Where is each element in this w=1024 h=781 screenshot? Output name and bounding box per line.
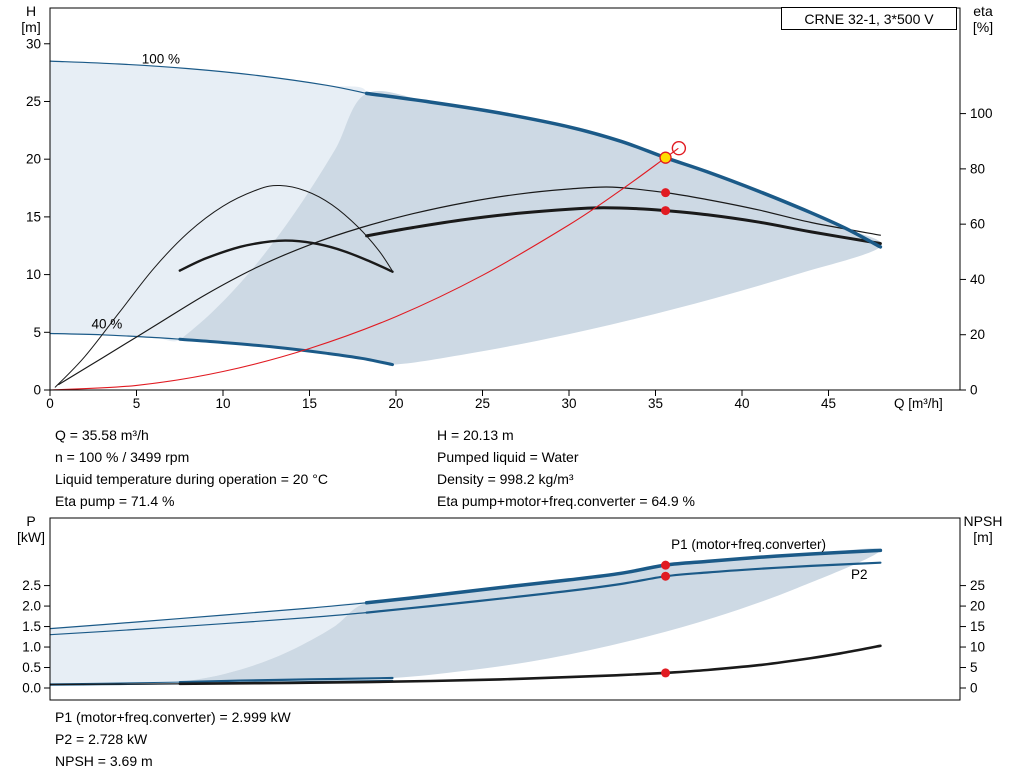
duty-density: Density = 998.2 kg/m³ — [437, 471, 574, 487]
svg-text:40: 40 — [734, 396, 749, 411]
operating-envelope — [179, 90, 882, 365]
control-curve — [49, 148, 679, 391]
p2-bold — [365, 561, 882, 614]
pump-curve-40-thin — [49, 332, 181, 340]
right-axis-title: NPSH — [964, 513, 1003, 529]
svg-text:15: 15 — [302, 396, 317, 411]
svg-text:10: 10 — [215, 396, 230, 411]
curve-label: 100 % — [142, 51, 180, 66]
svg-text:100: 100 — [970, 106, 993, 121]
duty-eta-pump: Eta pump = 71.4 % — [55, 493, 175, 509]
power-pale-area — [50, 602, 368, 684]
eta-total-40 — [178, 239, 394, 273]
svg-text:[%]: [%] — [973, 19, 993, 35]
pump-curve-40-bold — [178, 337, 394, 367]
svg-text:[m]: [m] — [973, 529, 992, 545]
svg-text:2.5: 2.5 — [22, 578, 41, 593]
power-info: P1 (motor+freq.converter) = 2.999 kW P2 … — [55, 706, 291, 772]
svg-text:0: 0 — [970, 383, 978, 398]
p1-40-thin — [49, 681, 181, 685]
svg-text:0.0: 0.0 — [22, 681, 41, 696]
duty-point-info: Q = 35.58 m³/h n = 100 % / 3499 rpm Liqu… — [0, 424, 1024, 520]
svg-text:10: 10 — [970, 640, 985, 655]
duty-head: H = 20.13 m — [437, 427, 514, 443]
npsh-bold — [178, 644, 882, 686]
allowed-area-pale — [50, 61, 367, 342]
svg-text:25: 25 — [475, 396, 490, 411]
npsh-value: NPSH = 3.69 m — [55, 753, 153, 769]
x-axis-title: Q [m³/h] — [894, 396, 943, 411]
duty-eta-total: Eta pump+motor+freq.converter = 64.9 % — [437, 493, 695, 509]
svg-text:60: 60 — [970, 217, 985, 232]
svg-text:15: 15 — [26, 209, 41, 224]
left-axis-title: P — [26, 513, 35, 529]
eta-pump-40 — [54, 184, 393, 388]
svg-text:20: 20 — [970, 599, 985, 614]
svg-text:25: 25 — [970, 578, 985, 593]
svg-text:[m]: [m] — [21, 19, 40, 35]
curve-label: P1 (motor+freq.converter) — [671, 537, 826, 552]
p2-point — [661, 571, 671, 581]
control-point-ring — [671, 141, 687, 156]
curve-label: P2 — [851, 567, 868, 582]
duty-point — [659, 151, 672, 164]
svg-text:[kW]: [kW] — [17, 529, 45, 545]
left-axis-title: H — [26, 3, 36, 19]
svg-text:20: 20 — [388, 396, 403, 411]
npsh-point — [661, 668, 671, 678]
svg-text:0: 0 — [970, 681, 978, 696]
duty-info-left: Q = 35.58 m³/h n = 100 % / 3499 rpm Liqu… — [55, 424, 328, 512]
npsh-thin — [49, 683, 181, 686]
pump-curve-100-thin — [49, 60, 368, 94]
svg-text:20: 20 — [970, 327, 985, 342]
eta-total-100 — [365, 206, 882, 245]
p1-thin — [49, 602, 368, 630]
eta-total-point — [661, 206, 671, 216]
plot-frame — [49, 7, 961, 391]
duty-speed: n = 100 % / 3499 rpm — [55, 449, 190, 465]
p1-value: P1 (motor+freq.converter) = 2.999 kW — [55, 709, 291, 725]
svg-text:80: 80 — [970, 161, 985, 176]
svg-text:40: 40 — [970, 272, 985, 287]
svg-text:35: 35 — [648, 396, 663, 411]
duty-info-right: H = 20.13 m Pumped liquid = Water Densit… — [437, 424, 695, 512]
power-npsh-chart: 0.0 0.5 1.0 1.5 2.0 2.5 0 5 10 15 20 25 P[kW] NPSH[m]… — [17, 513, 1003, 701]
eta-pump-point — [661, 188, 671, 198]
duty-pumped-liquid: Pumped liquid = Water — [437, 449, 579, 465]
duty-flow: Q = 35.58 m³/h — [55, 427, 149, 443]
svg-text:10: 10 — [26, 267, 41, 282]
svg-text:20: 20 — [26, 152, 41, 167]
right-axis-title: eta — [973, 3, 993, 19]
svg-text:2.0: 2.0 — [22, 599, 41, 614]
svg-text:5: 5 — [133, 396, 141, 411]
svg-text:0: 0 — [46, 396, 54, 411]
svg-text:45: 45 — [821, 396, 836, 411]
svg-text:0.5: 0.5 — [22, 660, 41, 675]
svg-text:0: 0 — [33, 383, 41, 398]
svg-text:30: 30 — [561, 396, 576, 411]
svg-text:15: 15 — [970, 619, 985, 634]
duty-liquid-temperature: Liquid temperature during operation = 20… — [55, 471, 328, 487]
svg-text:5: 5 — [970, 660, 978, 675]
svg-text:5: 5 — [33, 325, 41, 340]
chart-title-box: CRNE 32-1, 3*500 V — [781, 7, 957, 30]
svg-text:30: 30 — [26, 36, 41, 51]
hq-eta-chart: 0 5 10 15 20 25 30 0 20 40 60 80 100 0 5 10 15 20 25 30 35 40… — [21, 3, 993, 411]
power-envelope — [179, 548, 881, 683]
p1-40-bold — [178, 676, 394, 684]
p2-value: P2 = 2.728 kW — [55, 731, 148, 747]
svg-text:1.0: 1.0 — [22, 640, 41, 655]
p2-thin — [49, 612, 368, 636]
curve-label: 40 % — [92, 316, 123, 331]
p1-point — [661, 560, 671, 570]
svg-text:25: 25 — [26, 94, 41, 109]
eta-pump-100 — [58, 186, 881, 386]
plot-frame — [49, 517, 961, 701]
svg-text:1.5: 1.5 — [22, 619, 41, 634]
p1-bold — [364, 548, 883, 605]
